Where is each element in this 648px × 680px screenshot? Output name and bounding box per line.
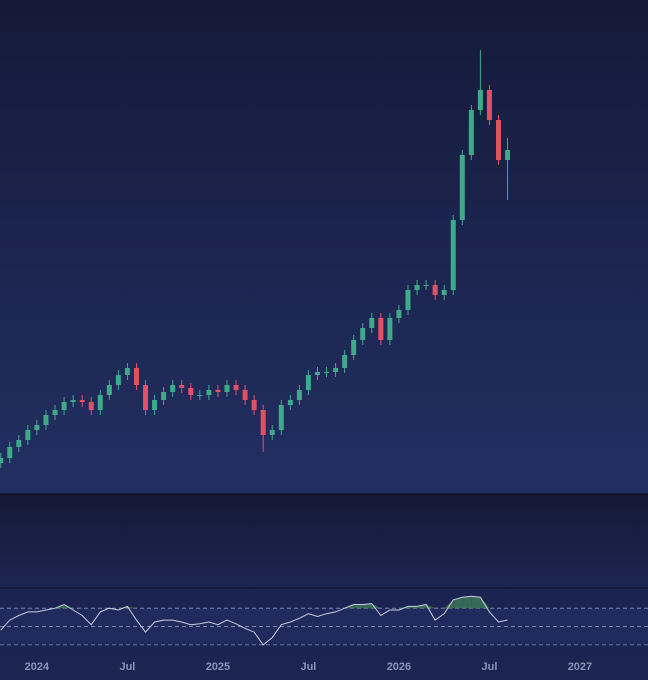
candle-body — [342, 355, 348, 368]
candle-body — [43, 415, 49, 425]
candle-body — [106, 385, 112, 395]
candle-body — [414, 285, 420, 290]
candle-body — [505, 150, 511, 160]
price-panel — [0, 0, 648, 494]
candle-body — [124, 368, 130, 375]
candle-body — [97, 395, 103, 410]
candle-body — [115, 375, 121, 385]
candle-body — [459, 155, 465, 220]
time-axis — [0, 655, 648, 680]
candle-body — [369, 318, 375, 328]
rsi-overbought-fill — [453, 597, 463, 609]
x-tick-label: 2025 — [206, 661, 230, 673]
candle-body — [34, 425, 40, 430]
candle-body — [477, 90, 483, 110]
candle-body — [387, 318, 393, 340]
candle-body — [79, 400, 85, 402]
rsi-line — [0, 595, 508, 646]
candle-body — [161, 392, 167, 400]
candle-body — [179, 385, 185, 388]
candle-body — [441, 290, 447, 295]
rsi-overbought-fill — [444, 599, 454, 609]
candle-body — [450, 220, 456, 290]
candle-body — [260, 410, 266, 435]
candle-body — [269, 430, 275, 435]
candle-body — [61, 402, 67, 410]
candle-body — [215, 390, 221, 392]
candle-body — [242, 390, 248, 400]
candle-body — [188, 388, 194, 395]
candle-body — [305, 375, 311, 390]
rsi-overbought-fill — [127, 606, 137, 609]
candle-body — [396, 310, 402, 318]
candle-body — [70, 400, 76, 402]
x-tick-label: Jul — [119, 661, 135, 673]
rsi-overbought-fill — [426, 604, 436, 609]
candle-body — [405, 290, 411, 310]
candle-body — [224, 385, 230, 392]
candle-body — [133, 368, 139, 385]
candle-body — [152, 400, 158, 410]
candle-body — [7, 447, 13, 458]
x-tick-label: Jul — [481, 661, 497, 673]
candle-body — [423, 285, 429, 286]
candle-body — [0, 458, 4, 463]
candle-body — [378, 318, 384, 340]
candle-body — [296, 390, 302, 400]
rsi-overbought-fill — [64, 604, 74, 609]
candle-body — [486, 90, 492, 120]
candle-body — [278, 405, 284, 430]
candle-body — [52, 410, 58, 415]
candle-body — [333, 368, 339, 372]
x-tick-label: 2026 — [387, 661, 411, 673]
candle-body — [197, 395, 203, 396]
x-tick-label: Jul — [300, 661, 316, 673]
candle-body — [16, 440, 22, 447]
candle-body — [468, 110, 474, 155]
candle-body — [25, 430, 31, 440]
candle-body — [287, 400, 293, 405]
rsi-overbought-fill — [471, 596, 481, 609]
candle-body — [360, 328, 366, 340]
x-tick-label: 2024 — [25, 661, 50, 673]
candle-body — [432, 285, 438, 295]
candle-body — [314, 372, 320, 375]
x-tick-label: 2027 — [568, 661, 592, 673]
candle-body — [495, 120, 501, 160]
candle-body — [170, 385, 176, 392]
candle-body — [88, 402, 94, 410]
candle-body — [143, 385, 149, 410]
candle-body — [251, 400, 257, 410]
candle-body — [324, 372, 330, 373]
candle-body — [351, 340, 357, 355]
rsi-overbought-fill — [462, 596, 472, 609]
middle-panel — [0, 494, 648, 588]
candle-body — [206, 390, 212, 395]
candle-body — [233, 385, 239, 390]
rsi-overbought-fill — [353, 604, 363, 609]
